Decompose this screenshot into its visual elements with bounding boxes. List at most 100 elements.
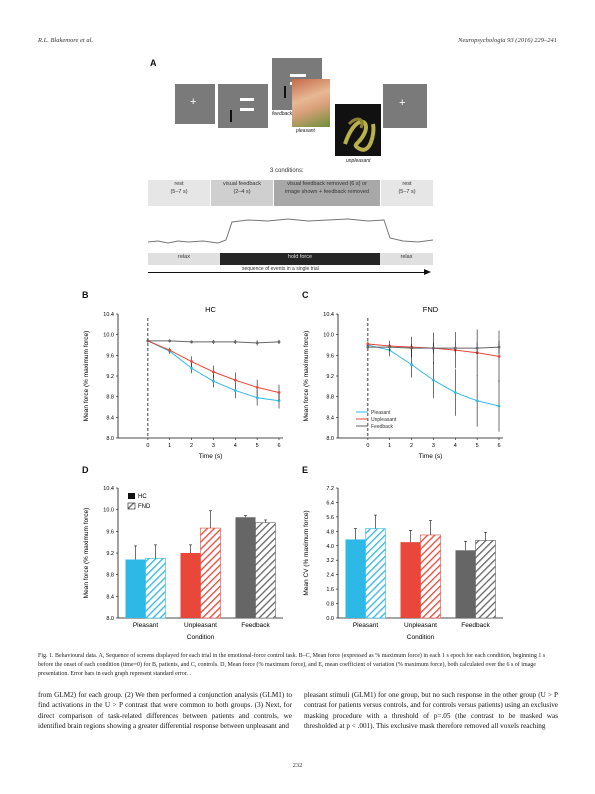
chart-d-category-label: Unpleasant [184,622,217,629]
chart-c-x-tick-label: 5 [476,443,479,449]
chart-e-y-tick-label: 7.2 [326,486,334,492]
chart-b-y-tick-label: 8.4 [106,415,114,421]
chart-b-point-feedback [146,339,150,343]
chart-e-y-tick-label: 4.0 [326,544,334,550]
chart-b-y-tick-label: 8.8 [106,395,114,401]
chart-d-y-tick-label: 8.8 [106,573,114,579]
chart-e-bar-hc-feedback [455,550,476,618]
chart-b-point-pleasant [190,366,193,370]
chart-b-point-feedback [190,340,193,344]
chart-c-y-tick-label: 9.2 [326,374,334,380]
chart-b-y-tick-label: 9.6 [106,353,114,359]
time-arrow [148,272,426,273]
pleasant-image [292,79,330,127]
chart-b-point-pleasant [233,389,237,392]
chart-c-x-tick-label: 2 [410,443,413,449]
chart-e-mean-cv: 0.0 0.8 1.6 2.4 3.2 4.0 4.8 5.6 6.4 7.2 Mean CV (%… [303,486,503,641]
panel-a-letter: A [150,58,157,68]
chart-b-point-pleasant [255,396,259,400]
chart-c-x-tick-label: 3 [432,443,435,449]
chart-d-legend-label-fnd: FND [138,504,151,510]
timeline-rest-1-bottom: (5–7 s) [170,189,188,196]
chart-c-y-tick-label: 9.6 [326,353,334,359]
chart-c-x-label: Time (s) [419,453,443,460]
chart-b-x-tick-label: 3 [212,443,215,449]
chart-d-legend-label-hc: HC [138,494,147,500]
chart-e-y-tick-label: 6.4 [326,500,334,506]
chart-e-y-tick-label: 3.2 [326,558,334,564]
chart-c-point-pleasant [410,363,413,367]
chart-c-y-tick-label: 10.4 [323,312,334,318]
up-arrow-icon [230,110,232,122]
chart-d-bar-hc-unpleasant [180,553,201,618]
chart-e-y-label: Mean CV (% maximum force) [303,510,310,595]
chart-c-point-feedback [410,346,413,350]
figure-caption: Fig. 1. Behavioural data. A, Sequence of… [38,653,546,677]
force-bar [240,108,254,111]
chart-c-y-label: Mean force (% maximum force) [303,331,310,422]
chart-e-bar-fnd-pleasant [365,528,386,619]
panel-b-letter: B [82,290,89,300]
fixation-cross-2: + [399,97,406,109]
timeline-rest-1: rest (5–7 s) [148,180,210,206]
chart-b-point-pleasant [212,379,215,383]
chart-b-x-tick-label: 6 [277,443,280,449]
chart-e-category-label: Unpleasant [404,622,437,629]
running-header-authors: R.L. Blakemore et al. [38,37,93,44]
chart-d-bar-hc-feedback [235,517,256,618]
target-bar [240,98,254,101]
chart-e-bar-fnd-feedback [475,540,496,619]
chart-b-x-tick-label: 4 [234,443,237,449]
chart-d-x-label: Condition [187,634,215,641]
timeline-condition-top: visual feedback removed (6 s) or [287,181,367,187]
chart-d-legend-swatch-fnd [127,502,136,510]
chart-b-point-feedback [233,340,237,344]
chart-b-y-label: Mean force (% maximum force) [83,331,90,422]
chart-d-y-tick-label: 9.6 [106,529,114,535]
chart-c-y-tick-label: 8.4 [326,415,334,421]
chart-b-point-feedback [255,341,259,345]
chart-c-legend-label: Pleasant [371,410,391,416]
chart-c-y-tick-label: 8.0 [326,436,334,442]
chart-c-y-tick-label: 8.8 [326,395,334,401]
chart-b-y-tick-label: 10.0 [103,333,114,339]
time-axis-label: sequence of events in a single trial [240,266,321,272]
timeline-visual-feedback: visual feedback (2–4 s) [211,180,273,206]
chart-d-y-tick-label: 8.4 [106,594,114,600]
chart-b-x-label: Time (s) [199,453,223,460]
chart-b-title: HC [205,305,216,314]
timeline-rest-1-top: rest [174,181,184,187]
chart-d-bar-fnd-pleasant [145,558,166,619]
chart-c-point-feedback [388,345,392,349]
chart-c-point-pleasant [497,404,501,408]
timeline-rest-2-top: rest [402,181,412,187]
chart-e-category-label: Pleasant [353,622,378,629]
chart-e-y-tick-label: 2.4 [326,573,334,579]
page-number: 232 [292,762,303,769]
chart-e-x-label: Condition [407,634,435,641]
fixation-cross: + [190,96,197,108]
chart-b-point-feedback [168,339,172,343]
chart-b-point-pleasant [277,399,281,403]
up-arrow-icon-2 [284,86,286,98]
body-text-left: from GLM2) for each group. (2) We then p… [38,691,292,731]
arrow-head-icon [424,269,431,275]
timeline-rest-2-bottom: (5–7 s) [398,189,416,196]
chart-e-y-tick-label: 1.6 [326,587,334,593]
visual-feedback-screen [218,84,268,128]
feedback-label: feedback [272,111,293,117]
chart-d-bar-hc-pleasant [125,559,146,618]
chart-c-legend-label: Feedback [371,424,393,430]
chart-b-point-unpleasant [168,348,172,352]
panel-e-letter: E [302,465,309,475]
timeline-condition-bottom: image shown + feedback removed [285,189,369,196]
pleasant-label: pleasant [296,128,315,134]
body-text-right: pleasant stimuli (GLM1) for one group, b… [304,691,558,731]
chart-c-point-feedback [497,345,501,349]
chart-b-y-tick-label: 10.4 [103,312,114,318]
chart-e-category-label: Feedback [461,622,490,629]
chart-e-bar-hc-pleasant [345,539,366,618]
running-header-journal: Neuropsychologia 93 (2016) 229–241 [458,37,557,44]
chart-c-title: FND [423,305,439,314]
chart-b-x-tick-label: 1 [168,443,171,449]
